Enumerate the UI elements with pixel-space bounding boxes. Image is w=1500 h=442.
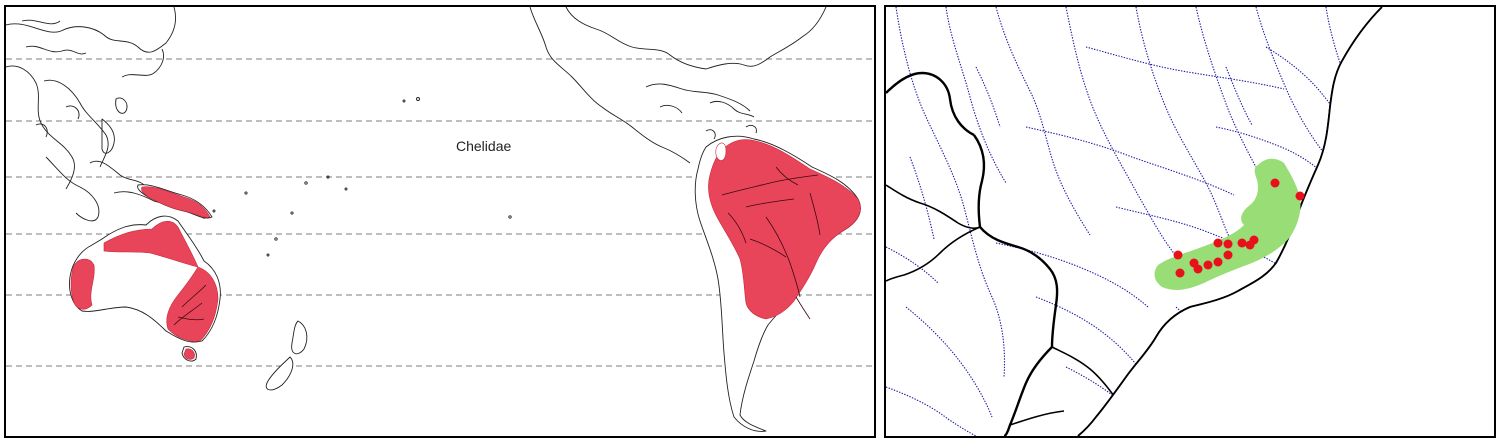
record-point (1213, 238, 1223, 248)
record-point (1223, 239, 1233, 249)
atlantic-coastline-stroke (1077, 7, 1383, 436)
border-west (973, 134, 986, 228)
record-point (1237, 238, 1247, 248)
record-point (1295, 191, 1305, 201)
record-point (1223, 250, 1233, 260)
asia-coastline (6, 7, 183, 222)
regional-map-svg (886, 7, 1494, 436)
record-point (1193, 264, 1203, 274)
range-tasmania (183, 348, 195, 360)
range-australia-north (103, 220, 199, 268)
species-distribution-area (1154, 158, 1301, 290)
political-borders (886, 71, 1139, 436)
americas-coastline (529, 7, 827, 164)
border-central (979, 226, 1059, 348)
occurrence-records (1173, 178, 1305, 278)
world-map-svg: Chelidae (6, 7, 874, 432)
border-argentina (886, 184, 981, 229)
chelidae-range-south-america (708, 139, 861, 320)
amazon-rivers (721, 166, 821, 320)
new-zealand-coastline (291, 320, 308, 355)
murray-darling-rivers (173, 284, 207, 326)
record-point (1213, 257, 1223, 267)
record-point (1270, 178, 1280, 188)
record-point (1245, 240, 1255, 250)
record-point (1175, 268, 1185, 278)
range-new-guinea (141, 186, 211, 218)
range-australia-west (70, 258, 95, 310)
record-point (1203, 260, 1213, 270)
regional-distribution-map (884, 5, 1496, 438)
world-distribution-map: Chelidae (4, 5, 876, 438)
chelidae-range-australasia (70, 186, 219, 360)
atlantic-ocean (1078, 7, 1494, 436)
range-amazon-basin (708, 139, 861, 320)
border-paraguay (886, 226, 981, 282)
range-colombia-inset (715, 142, 727, 161)
border-south (1003, 346, 1053, 436)
new-zealand-south-coastline (265, 356, 294, 391)
border-north (886, 71, 975, 137)
map-label-chelidae: Chelidae (456, 138, 511, 154)
border-state (1009, 410, 1065, 426)
record-point (1173, 250, 1183, 260)
